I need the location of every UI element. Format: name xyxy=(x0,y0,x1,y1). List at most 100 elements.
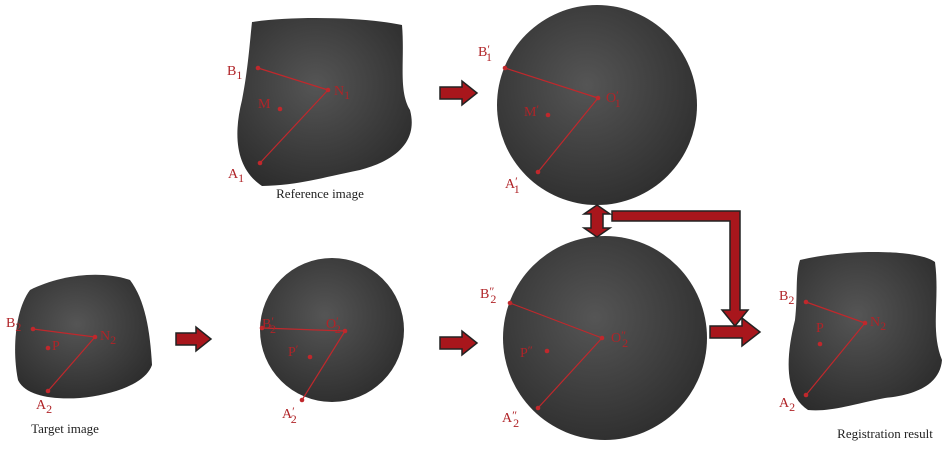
landmark-label: B2 xyxy=(779,289,794,307)
label-main: P xyxy=(520,346,528,361)
landmark xyxy=(45,388,51,394)
landmark-label: P″ xyxy=(520,343,533,361)
landmark-label: N2 xyxy=(100,329,116,347)
landmark xyxy=(817,341,823,347)
connector xyxy=(259,89,329,164)
landmark-label: O″ 2 xyxy=(611,328,628,350)
landmark xyxy=(45,345,51,351)
landmark xyxy=(545,112,551,118)
result-shape xyxy=(788,251,942,411)
label-mark: ′ xyxy=(292,404,295,418)
label-sub: 1 xyxy=(344,88,350,102)
landmark-label: B2 xyxy=(6,316,21,334)
arrows xyxy=(175,79,762,357)
label-sub: 2 xyxy=(110,333,116,347)
landmark xyxy=(277,106,283,112)
arrow xyxy=(709,316,762,348)
label-main: B xyxy=(6,316,15,331)
label-main: M xyxy=(524,105,537,120)
label-main: A xyxy=(502,411,513,426)
label-mark: ′ xyxy=(515,174,518,188)
landmark xyxy=(535,405,541,411)
landmark-label: O′ 1 xyxy=(606,88,621,110)
reference-disc xyxy=(497,5,697,205)
label-main: P xyxy=(288,345,296,360)
connector xyxy=(301,330,346,401)
landmark-label: A″ 2 xyxy=(502,408,519,430)
label-mark: ′ xyxy=(616,88,619,102)
landmark-label: B1 xyxy=(227,64,242,82)
landmark xyxy=(507,300,513,306)
label-main: N xyxy=(870,315,880,330)
label-mark: ′ xyxy=(336,314,339,328)
label-main: O xyxy=(326,317,336,332)
landmark xyxy=(342,328,348,334)
label-main: N xyxy=(100,329,110,344)
landmark-label: O′ 2 xyxy=(326,314,341,336)
arrow xyxy=(175,325,213,353)
landmark xyxy=(544,348,550,354)
landmark xyxy=(595,95,601,101)
target-shape xyxy=(15,274,152,399)
landmark-label: A′ 1 xyxy=(505,174,520,196)
label-mark: ″ xyxy=(621,328,626,342)
label-mark: ″ xyxy=(512,408,517,422)
arrow xyxy=(439,329,479,357)
landmark-label: N2 xyxy=(870,315,886,333)
label-sub: 2 xyxy=(46,402,52,416)
landmark-label: B′ 2 xyxy=(262,314,276,336)
landmark xyxy=(325,87,331,93)
label-mark: ′ xyxy=(536,102,539,116)
landmark-label: A2 xyxy=(36,398,52,416)
landmark xyxy=(803,299,809,305)
label-sub: 2 xyxy=(291,412,297,426)
label-mark: ′ xyxy=(296,342,299,356)
label-main: M xyxy=(258,97,271,112)
label-sub: 2 xyxy=(789,400,795,414)
landmark xyxy=(803,392,809,398)
label-sub: 2 xyxy=(788,293,794,307)
landmark-label: P xyxy=(816,321,824,336)
connector xyxy=(509,302,603,339)
label-main: B xyxy=(227,64,236,79)
rotated-disc xyxy=(503,236,707,440)
arrow xyxy=(439,79,479,107)
label-main: A xyxy=(36,398,47,413)
label-sub: 1 xyxy=(486,50,492,64)
label-sub: 1 xyxy=(236,68,242,82)
connector xyxy=(261,327,346,332)
landmark-label: N1 xyxy=(334,84,350,102)
label-sub: 2 xyxy=(880,319,886,333)
landmark xyxy=(862,320,868,326)
label-main: A xyxy=(779,396,790,411)
label-sub: 2 xyxy=(270,322,276,336)
label-mark: ′ xyxy=(271,314,274,328)
caption: Reference image xyxy=(276,186,364,201)
label-sub: 1 xyxy=(514,182,520,196)
label-main: B xyxy=(262,317,271,332)
connector xyxy=(47,336,96,392)
landmark xyxy=(502,65,508,71)
landmark-label: A′ 2 xyxy=(282,404,297,426)
landmark-label: B′ 1 xyxy=(478,42,492,64)
landmark-label: P′ xyxy=(288,342,299,360)
landmark-label: B″ 2 xyxy=(480,284,496,306)
connector xyxy=(805,322,866,396)
landmark-label: M xyxy=(258,97,271,112)
landmark xyxy=(307,354,313,360)
connector xyxy=(537,97,599,173)
landmark xyxy=(255,65,261,71)
landmark xyxy=(535,169,541,175)
landmark xyxy=(257,160,263,166)
landmark-label: M′ xyxy=(524,102,539,120)
label-sub: 2 xyxy=(15,320,21,334)
landmark xyxy=(259,325,265,331)
double-arrow xyxy=(581,204,613,238)
label-main: A xyxy=(282,407,293,422)
connector xyxy=(504,67,599,99)
label-main: N xyxy=(334,84,344,99)
landmark xyxy=(92,334,98,340)
connector xyxy=(537,337,603,409)
connector xyxy=(257,67,329,91)
